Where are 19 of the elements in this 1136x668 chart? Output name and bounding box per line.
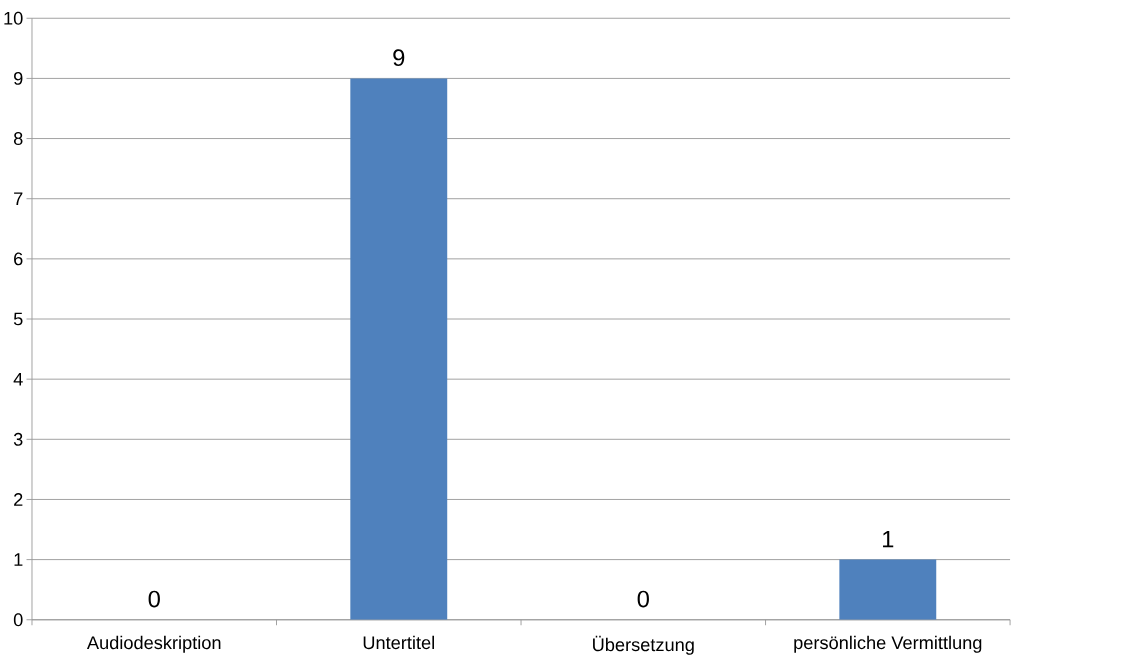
y-tick-label: 6 bbox=[14, 252, 23, 266]
y-tick-label: 0 bbox=[13, 613, 23, 627]
y-tick-label: 1 bbox=[14, 553, 23, 566]
data-label: 9 bbox=[393, 49, 405, 66]
y-tick-label: 10 bbox=[4, 11, 23, 25]
y-tick-label: 9 bbox=[14, 71, 23, 85]
y-tick-label: 3 bbox=[13, 432, 23, 446]
y-tick-label: 7 bbox=[14, 192, 23, 205]
data-label: 0 bbox=[148, 590, 160, 608]
y-tick-label: 5 bbox=[13, 312, 23, 326]
y-tick-label: 2 bbox=[14, 493, 23, 506]
data-label: 0 bbox=[637, 590, 649, 608]
y-tick-label: 8 bbox=[13, 132, 23, 145]
x-tick-label: Übersetzung bbox=[593, 635, 694, 655]
x-tick-label: Untertitel bbox=[363, 635, 434, 650]
data-label: 1 bbox=[883, 530, 894, 548]
y-tick-label: 4 bbox=[13, 372, 23, 386]
x-tick-label: Audiodeskription bbox=[86, 635, 221, 653]
x-tick-label: persönliche Vermittlung bbox=[794, 635, 982, 653]
